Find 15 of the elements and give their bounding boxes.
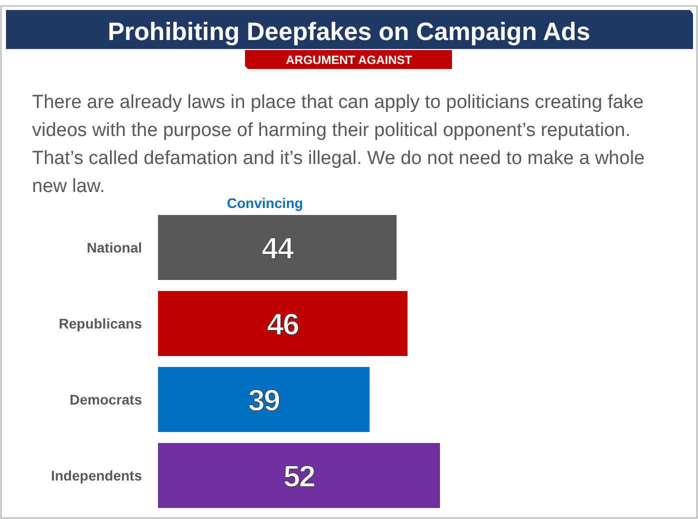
chart-title: Prohibiting Deepfakes on Campaign Ads xyxy=(108,18,590,46)
data-label: 46 xyxy=(267,308,299,342)
y-tick-label: National xyxy=(86,240,142,256)
x-axis-title: Convincing xyxy=(226,195,304,211)
text: There are already laws in place that can apply to politicians creating fake videos with the purpose of harming their political opponent’s reputation. That’s called defamation and it’s illegal. We do not need to make a whole new law. xyxy=(32,92,645,197)
bar xyxy=(158,443,440,508)
bar xyxy=(158,291,408,356)
y-tick-label: Republicans xyxy=(58,316,142,332)
bar xyxy=(158,215,397,280)
data-label: 39 xyxy=(248,384,280,418)
data-label: 52 xyxy=(283,460,315,494)
y-tick-label: Democrats xyxy=(70,392,142,408)
bar xyxy=(158,367,370,432)
y-tick-label: Independents xyxy=(50,468,142,484)
chart-subtitle: ARGUMENT AGAINST xyxy=(286,53,413,67)
